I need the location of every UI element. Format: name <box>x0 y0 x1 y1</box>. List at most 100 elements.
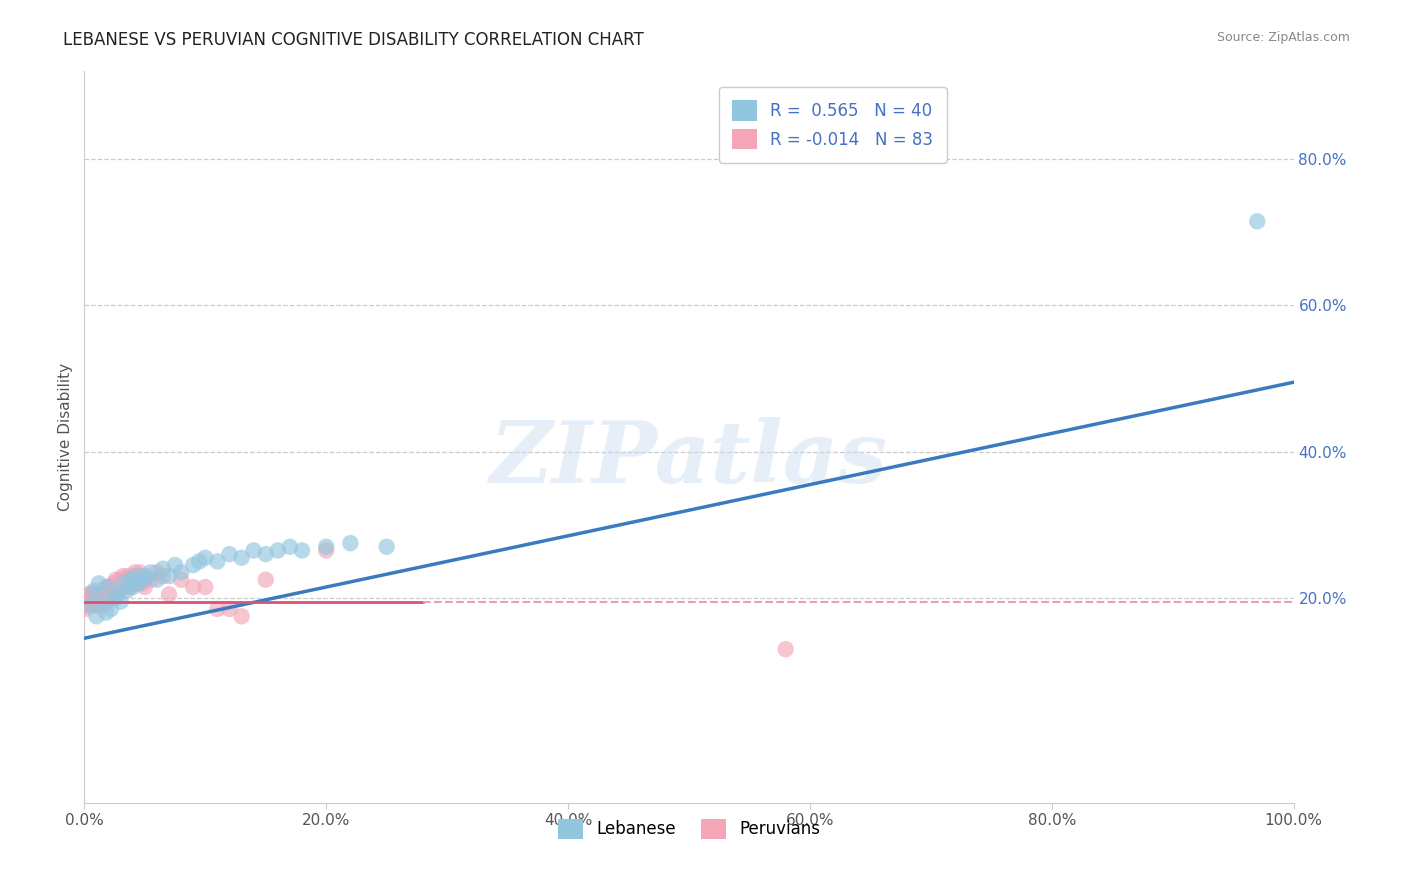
Point <box>134 573 156 587</box>
Point <box>218 547 240 561</box>
Point <box>103 576 125 591</box>
Point <box>278 540 301 554</box>
Point <box>75 602 97 616</box>
Point <box>129 573 152 587</box>
Point <box>131 573 153 587</box>
Point <box>96 587 118 601</box>
Point <box>267 543 290 558</box>
Text: Source: ZipAtlas.com: Source: ZipAtlas.com <box>1216 31 1350 45</box>
Point <box>254 547 277 561</box>
Point <box>124 573 146 587</box>
Point <box>100 587 122 601</box>
Point <box>170 566 193 580</box>
Point <box>218 602 240 616</box>
Point <box>188 554 211 568</box>
Point <box>79 594 101 608</box>
Point <box>91 594 114 608</box>
Point <box>146 573 169 587</box>
Point <box>157 569 180 583</box>
Point <box>231 550 253 565</box>
Point <box>128 576 150 591</box>
Point <box>157 587 180 601</box>
Point <box>110 580 132 594</box>
Point <box>97 583 120 598</box>
Point <box>79 599 101 613</box>
Point <box>97 591 120 605</box>
Point <box>152 569 174 583</box>
Point <box>1246 214 1268 228</box>
Point <box>80 599 103 613</box>
Point <box>315 540 337 554</box>
Point <box>124 566 146 580</box>
Point <box>194 550 217 565</box>
Point <box>93 591 115 605</box>
Point <box>83 591 105 605</box>
Point <box>82 587 104 601</box>
Point <box>100 580 122 594</box>
Point <box>84 587 107 601</box>
Point <box>77 599 100 613</box>
Point <box>181 558 204 573</box>
Point <box>170 573 193 587</box>
Point <box>86 594 108 608</box>
Point <box>134 580 156 594</box>
Point <box>86 599 108 613</box>
Point <box>91 587 114 601</box>
Point <box>97 580 120 594</box>
Point <box>90 599 112 613</box>
Point <box>79 587 101 601</box>
Point <box>165 558 187 573</box>
Y-axis label: Cognitive Disability: Cognitive Disability <box>58 363 73 511</box>
Point <box>104 580 127 594</box>
Point <box>127 576 149 591</box>
Point <box>107 587 129 601</box>
Point <box>127 569 149 583</box>
Text: LEBANESE VS PERUVIAN COGNITIVE DISABILITY CORRELATION CHART: LEBANESE VS PERUVIAN COGNITIVE DISABILIT… <box>63 31 644 49</box>
Point <box>103 583 125 598</box>
Point <box>207 554 229 568</box>
Point <box>117 569 139 583</box>
Point <box>86 591 108 605</box>
Point <box>375 540 398 554</box>
Point <box>114 573 136 587</box>
Point <box>86 609 108 624</box>
Point <box>107 583 129 598</box>
Point <box>87 591 110 605</box>
Point <box>120 573 142 587</box>
Point <box>110 594 132 608</box>
Point <box>91 594 114 608</box>
Point <box>315 543 337 558</box>
Point <box>121 569 143 583</box>
Point <box>121 576 143 591</box>
Point <box>87 599 110 613</box>
Point <box>131 569 153 583</box>
Point <box>112 576 135 591</box>
Point <box>82 594 104 608</box>
Point <box>86 587 108 601</box>
Point <box>114 580 136 594</box>
Point <box>120 573 142 587</box>
Point <box>104 573 127 587</box>
Point <box>77 591 100 605</box>
Point <box>112 569 135 583</box>
Point <box>231 609 253 624</box>
Point <box>100 602 122 616</box>
Point <box>125 569 148 583</box>
Point <box>93 583 115 598</box>
Point <box>80 591 103 605</box>
Point <box>129 566 152 580</box>
Point <box>139 573 162 587</box>
Point <box>89 594 111 608</box>
Point <box>76 599 98 613</box>
Point <box>110 573 132 587</box>
Legend: Lebanese, Peruvians: Lebanese, Peruvians <box>551 812 827 846</box>
Point <box>89 587 111 601</box>
Point <box>131 576 153 591</box>
Point <box>94 591 117 605</box>
Point <box>84 594 107 608</box>
Point <box>107 576 129 591</box>
Point <box>94 606 117 620</box>
Point <box>120 580 142 594</box>
Point <box>146 566 169 580</box>
Point <box>775 642 797 657</box>
